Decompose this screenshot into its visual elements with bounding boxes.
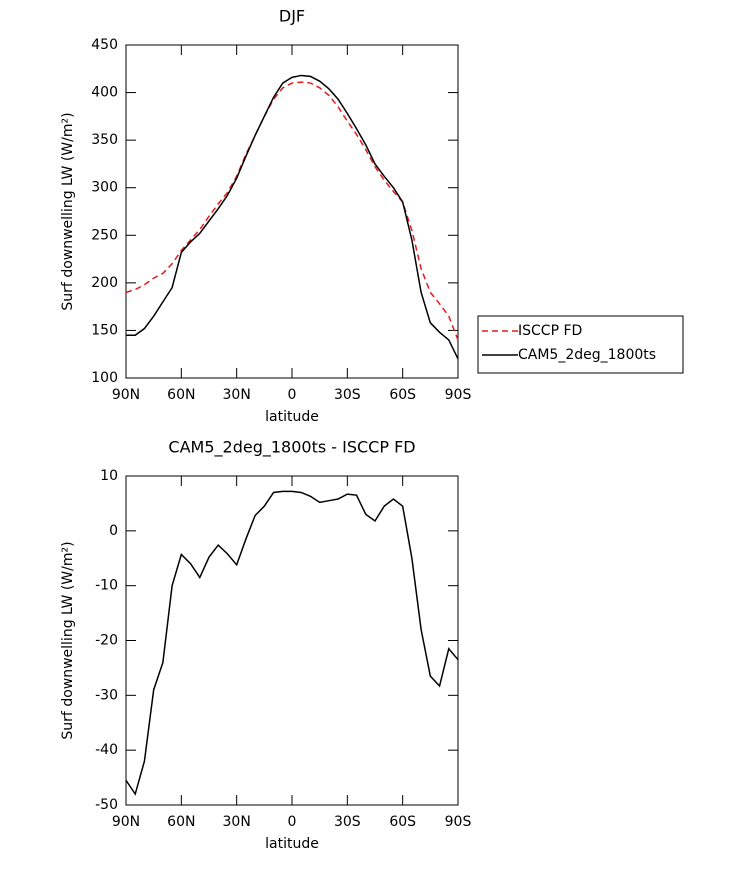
x-tick-label: 90S xyxy=(445,814,472,830)
plot-frame xyxy=(125,44,459,379)
y-tick-label: 10 xyxy=(100,468,118,484)
x-tick-label: 30S xyxy=(334,387,361,403)
y-tick-label: 250 xyxy=(91,227,118,243)
y-tick-label: 400 xyxy=(91,85,118,101)
x-tick-label: 90N xyxy=(112,387,140,403)
x-tick-label: 60N xyxy=(167,387,195,403)
x-tick-label: 60N xyxy=(167,814,195,830)
y-tick-label: 0 xyxy=(109,523,118,539)
x-axis-label: latitude xyxy=(265,409,319,425)
x-tick-label: 30S xyxy=(334,814,361,830)
chart-title: CAM5_2deg_1800ts - ISCCP FD xyxy=(168,438,415,458)
y-tick-label: -50 xyxy=(95,797,118,813)
y-tick-label: 100 xyxy=(91,370,118,386)
y-tick-label: 300 xyxy=(91,180,118,196)
y-tick-label: -30 xyxy=(95,687,118,703)
x-tick-label: 0 xyxy=(288,814,297,830)
data-line xyxy=(126,74,459,360)
y-tick-label: -10 xyxy=(95,578,118,594)
x-tick-label: 60S xyxy=(389,814,416,830)
y-tick-label: -20 xyxy=(95,633,118,649)
y-tick-label: 350 xyxy=(91,132,118,148)
y-tick-label: 150 xyxy=(91,322,118,338)
y-tick-label: -40 xyxy=(95,742,118,758)
y-axis-label: Surf downwelling LW (W/m²) xyxy=(60,541,76,739)
y-tick-label: 450 xyxy=(91,37,118,53)
chart-title: DJF xyxy=(279,7,305,26)
x-axis-label: latitude xyxy=(265,836,319,852)
y-axis-label: Surf downwelling LW (W/m²) xyxy=(60,112,76,310)
data-line xyxy=(125,81,459,341)
legend-box xyxy=(477,315,684,374)
legend-label: CAM5_2deg_1800ts xyxy=(518,347,656,363)
y-tick-label: 200 xyxy=(91,275,118,291)
data-line xyxy=(125,490,459,796)
x-tick-label: 60S xyxy=(389,387,416,403)
x-tick-label: 30N xyxy=(223,387,251,403)
legend-label: ISCCP FD xyxy=(518,323,582,339)
plot-frame xyxy=(125,475,459,806)
x-tick-label: 90N xyxy=(112,814,140,830)
x-tick-label: 30N xyxy=(223,814,251,830)
x-tick-label: 90S xyxy=(445,387,472,403)
x-tick-label: 0 xyxy=(288,387,297,403)
